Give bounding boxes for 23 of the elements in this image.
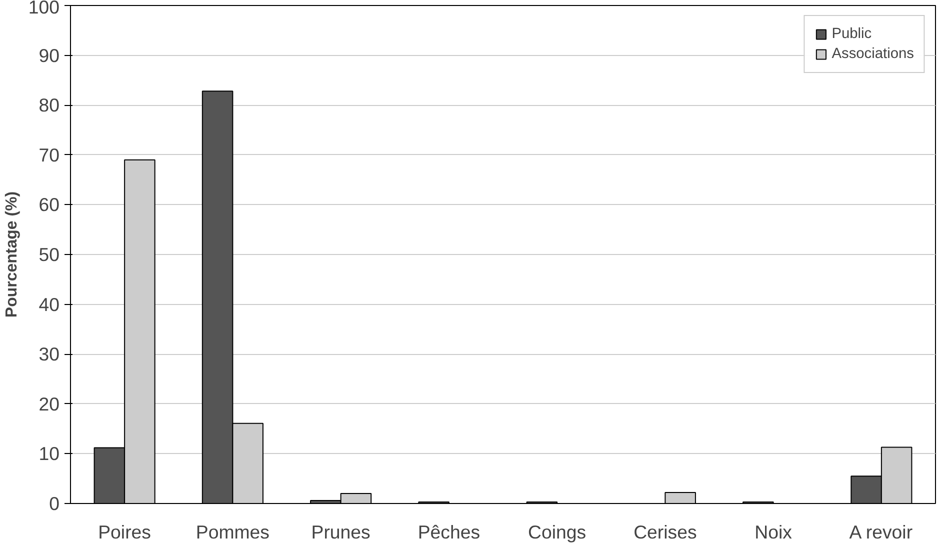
x-tick-label: Pêches bbox=[418, 522, 480, 542]
y-tick-label: 80 bbox=[38, 94, 60, 116]
y-tick-label: 90 bbox=[38, 44, 60, 66]
y-tick-label: 20 bbox=[38, 393, 60, 414]
y-tick-label: 60 bbox=[38, 194, 60, 216]
y-tick-label: 0 bbox=[49, 493, 60, 514]
x-tick-label: Poires bbox=[98, 522, 152, 542]
y-tick-label: 100 bbox=[28, 0, 60, 18]
y-tick-label: 10 bbox=[38, 443, 60, 464]
x-tick-label: Prunes bbox=[311, 522, 370, 542]
x-tick-label: Coings bbox=[528, 522, 586, 542]
y-tick-label: 50 bbox=[38, 244, 60, 265]
x-tick-label: Noix bbox=[754, 522, 793, 542]
y-tick-label: 30 bbox=[38, 344, 60, 365]
y-axis-title: Pourcentage (%) bbox=[3, 191, 20, 318]
y-tick-label: 70 bbox=[38, 144, 60, 166]
x-tick-label: Pommes bbox=[196, 522, 270, 542]
x-tick-label: A revoir bbox=[849, 522, 913, 542]
bar bbox=[664, 492, 696, 504]
y-tick-label: 40 bbox=[38, 294, 60, 315]
legend-label: Associations bbox=[832, 46, 914, 62]
legend-label: Public bbox=[832, 26, 872, 42]
x-tick-label: Cerises bbox=[634, 522, 697, 542]
